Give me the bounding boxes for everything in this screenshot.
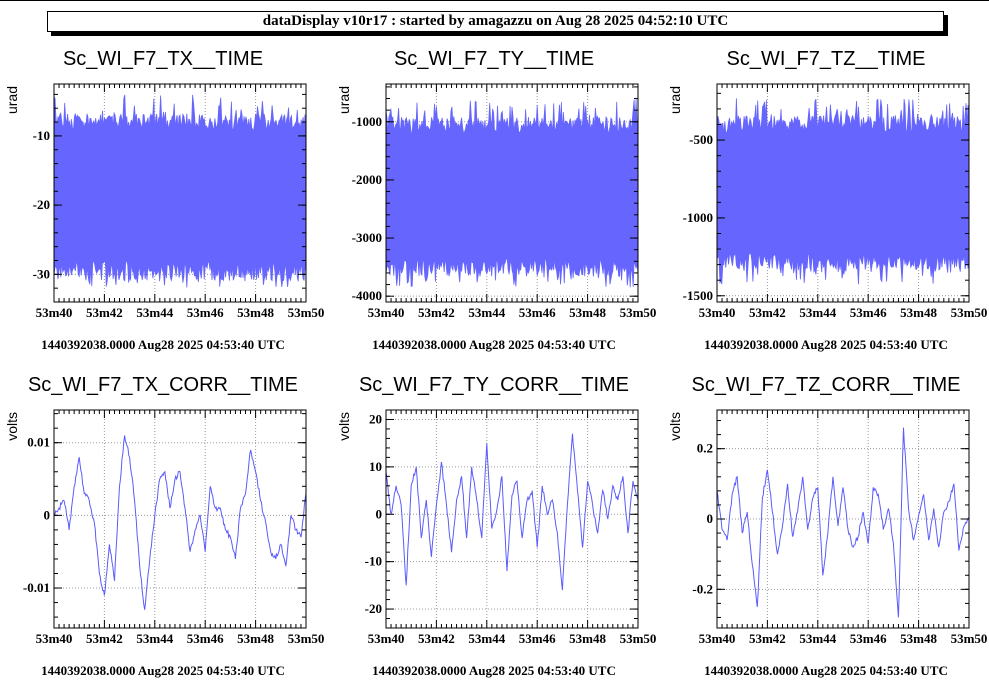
y-tick-label: -1500 xyxy=(683,288,713,303)
session-banner: dataDisplay v10r17 : started by amagazzu… xyxy=(47,11,944,32)
chart-title: Sc_WI_F7_TX__TIME xyxy=(63,48,263,70)
y-tick-label: 10 xyxy=(369,459,382,474)
y-tick-label: -3000 xyxy=(352,230,382,245)
noise-band-area xyxy=(386,99,638,288)
chart-title: Sc_WI_F7_TY_CORR__TIME xyxy=(359,374,629,396)
x-tick-label: 53m50 xyxy=(951,631,988,646)
y-tick-label: -2000 xyxy=(352,172,382,187)
x-tick-label: 53m50 xyxy=(951,305,988,320)
timestamp-footer: 1440392038.0000 Aug28 2025 04:53:40 UTC xyxy=(41,337,285,352)
y-tick-label: 0 xyxy=(44,507,51,522)
y-tick-label: -20 xyxy=(33,197,50,212)
y-tick-label: -10 xyxy=(33,128,50,143)
y-tick-label: -500 xyxy=(689,132,713,147)
x-tick-label: 53m48 xyxy=(237,305,274,320)
x-tick-label: 53m40 xyxy=(36,631,73,646)
chart-title: Sc_WI_F7_TZ__TIME xyxy=(727,48,926,70)
plot-area xyxy=(386,433,638,591)
x-tick-label: 53m46 xyxy=(519,305,556,320)
x-tick-label: 53m48 xyxy=(569,631,606,646)
y-tick-label: -4000 xyxy=(352,288,382,303)
x-tick-label: 53m44 xyxy=(136,305,173,320)
y-axis-label: volts xyxy=(336,412,352,441)
x-tick-label: 53m46 xyxy=(850,305,887,320)
timestamp-footer: 1440392038.0000 Aug28 2025 04:53:40 UTC xyxy=(41,663,285,678)
x-tick-label: 53m42 xyxy=(749,631,786,646)
timestamp-footer: 1440392038.0000 Aug28 2025 04:53:40 UTC xyxy=(372,663,616,678)
y-axis-label: urad xyxy=(4,86,20,114)
top-border-line xyxy=(0,0,989,1)
y-tick-label: 0.01 xyxy=(27,435,50,450)
timestamp-footer: 1440392038.0000 Aug28 2025 04:53:40 UTC xyxy=(372,337,616,352)
x-tick-label: 53m42 xyxy=(86,631,123,646)
y-tick-label: 0 xyxy=(376,506,383,521)
x-tick-label: 53m50 xyxy=(288,631,325,646)
plot-area xyxy=(386,99,638,288)
y-axis-label: urad xyxy=(336,86,352,114)
x-tick-label: 53m46 xyxy=(187,305,224,320)
y-axis-label: urad xyxy=(667,86,683,114)
x-tick-label: 53m50 xyxy=(620,305,657,320)
chart-title: Sc_WI_F7_TX_CORR__TIME xyxy=(28,374,298,396)
x-tick-label: 53m46 xyxy=(187,631,224,646)
timestamp-footer: 1440392038.0000 Aug28 2025 04:53:40 UTC xyxy=(704,337,948,352)
x-tick-label: 53m40 xyxy=(368,631,405,646)
x-tick-label: 53m44 xyxy=(136,631,173,646)
x-tick-label: 53m48 xyxy=(900,305,937,320)
y-tick-label: -0.2 xyxy=(692,581,713,596)
plot-area xyxy=(717,427,969,618)
x-tick-label: 53m48 xyxy=(569,305,606,320)
plot-area xyxy=(717,98,969,285)
x-tick-label: 53m48 xyxy=(237,631,274,646)
x-tick-label: 53m46 xyxy=(519,631,556,646)
x-tick-label: 53m42 xyxy=(418,305,455,320)
y-tick-label: 0 xyxy=(707,511,714,526)
plot-area xyxy=(54,94,306,288)
x-tick-label: 53m44 xyxy=(468,631,505,646)
y-tick-label: -20 xyxy=(365,601,382,616)
noise-band-area xyxy=(54,94,306,288)
x-tick-label: 53m40 xyxy=(36,305,73,320)
noise-band-area xyxy=(717,98,969,285)
series-line-1 xyxy=(717,427,969,618)
x-tick-label: 53m40 xyxy=(699,631,736,646)
x-tick-label: 53m44 xyxy=(468,305,505,320)
x-tick-label: 53m50 xyxy=(620,631,657,646)
x-tick-label: 53m40 xyxy=(368,305,405,320)
timestamp-footer: 1440392038.0000 Aug28 2025 04:53:40 UTC xyxy=(704,663,948,678)
y-tick-label: -0.01 xyxy=(23,580,50,595)
y-axis-label: volts xyxy=(4,412,20,441)
x-tick-label: 53m46 xyxy=(850,631,887,646)
x-tick-label: 53m42 xyxy=(86,305,123,320)
x-tick-label: 53m48 xyxy=(900,631,937,646)
chart-title: Sc_WI_F7_TZ_CORR__TIME xyxy=(692,374,961,396)
y-tick-label: -30 xyxy=(33,266,50,281)
x-tick-label: 53m40 xyxy=(699,305,736,320)
x-tick-label: 53m50 xyxy=(288,305,325,320)
x-tick-label: 53m44 xyxy=(799,305,836,320)
y-axis-label: volts xyxy=(667,412,683,441)
x-tick-label: 53m44 xyxy=(799,631,836,646)
series-line-1 xyxy=(54,435,306,610)
x-tick-label: 53m42 xyxy=(418,631,455,646)
chart-title: Sc_WI_F7_TY__TIME xyxy=(394,48,594,70)
plot-area xyxy=(54,435,306,610)
y-tick-label: -1000 xyxy=(683,210,713,225)
y-tick-label: -10 xyxy=(365,554,382,569)
y-tick-label: 0.2 xyxy=(697,441,713,456)
y-tick-label: -1000 xyxy=(352,114,382,129)
series-line-1 xyxy=(386,433,638,591)
y-tick-label: 20 xyxy=(369,411,382,426)
x-tick-label: 53m42 xyxy=(749,305,786,320)
